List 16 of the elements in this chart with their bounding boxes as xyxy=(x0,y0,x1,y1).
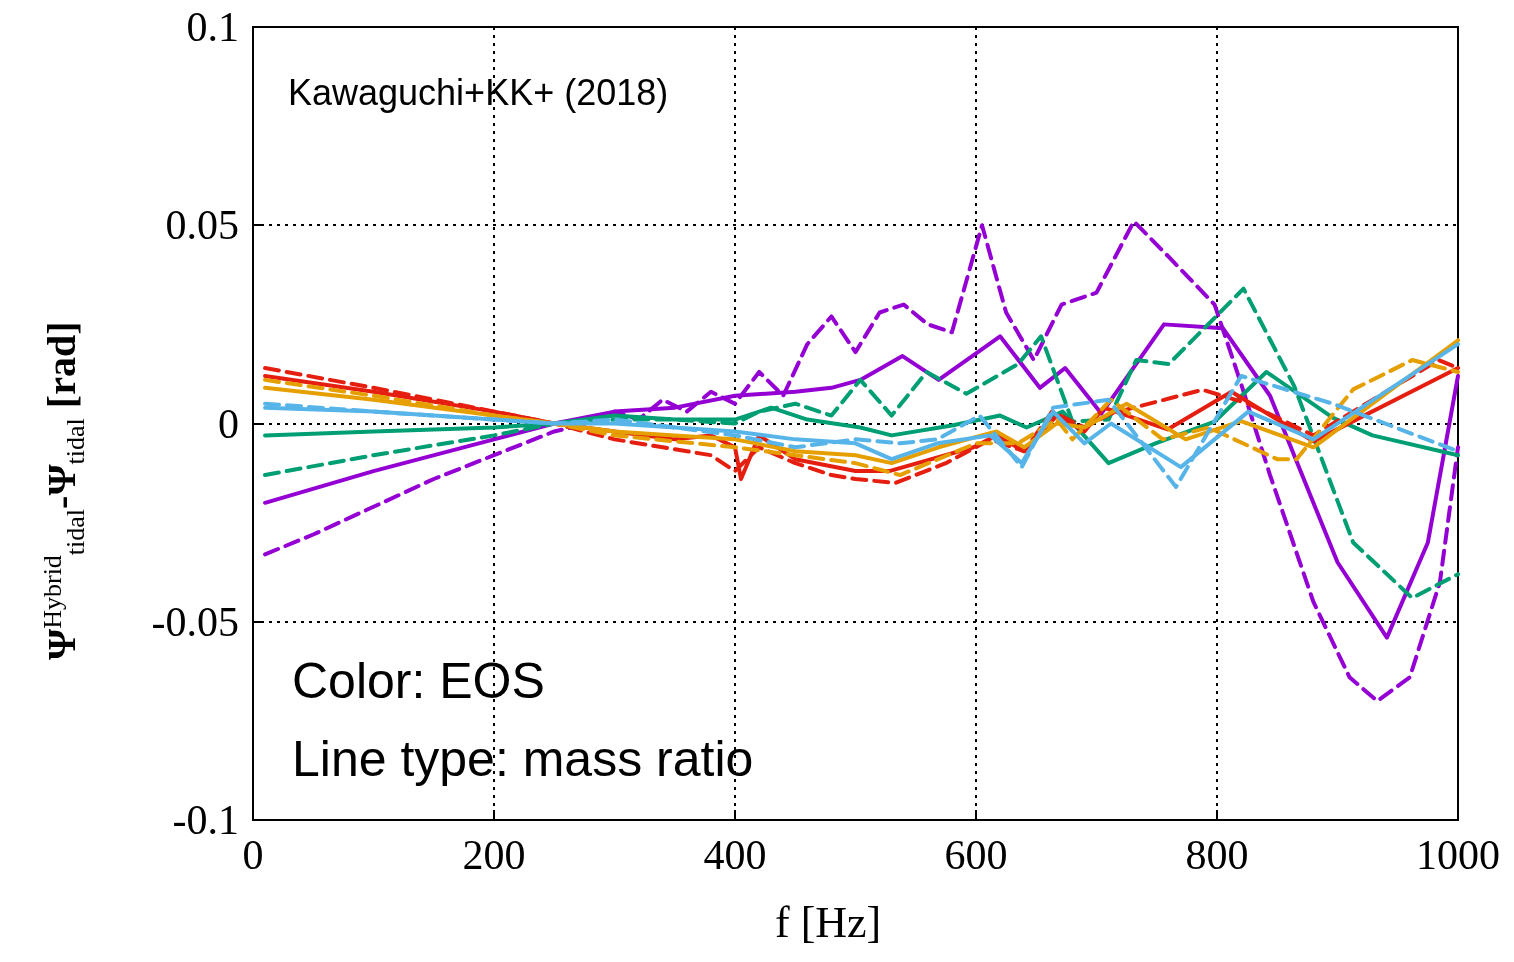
line-series xyxy=(263,219,1460,704)
x-tick-label: 1000 xyxy=(1416,832,1500,878)
annotation: Kawaguchi+KK+ (2018) xyxy=(288,72,669,114)
x-tick-label: 800 xyxy=(1185,832,1249,878)
x-tick-label: 600 xyxy=(944,832,1008,878)
line-series xyxy=(263,286,1460,600)
y-tick-label: 0.05 xyxy=(165,202,239,249)
annotation: Color: EOS xyxy=(292,652,545,710)
annotation: Line type: mass ratio xyxy=(292,730,754,788)
x-tick-label: 200 xyxy=(462,832,526,878)
y-tick-label: -0.1 xyxy=(172,797,239,843)
y-tick-label: 0.1 xyxy=(186,4,239,50)
x-axis-title: f [Hz] xyxy=(775,897,882,947)
x-tick-label: 400 xyxy=(703,832,767,878)
y-tick-label: -0.05 xyxy=(151,598,239,645)
y-tick-label: 0 xyxy=(218,400,239,447)
